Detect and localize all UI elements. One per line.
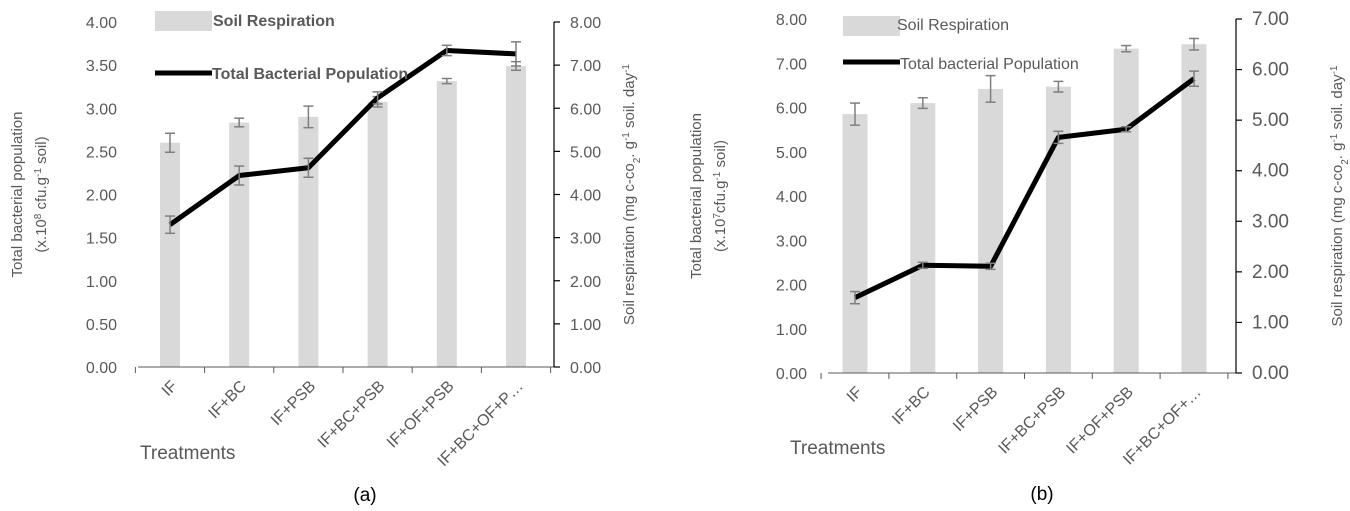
x-tick-label: IF: [159, 378, 181, 400]
chart-panel-b: 0.00 1.00 2.00 3.00 4.00 5.00 6.00 7.00 8.00 0.00…: [688, 9, 1350, 505]
bar-if-bc: [229, 122, 250, 367]
y-right-tick-label: 4.00: [1252, 161, 1289, 182]
y-left-title-line1: Total bacterial population: [9, 112, 26, 278]
x-tick-label: IF+PSB: [268, 378, 319, 429]
line-total-bacterial-population: [853, 76, 1196, 300]
bar-if-bc-of-psb: [1181, 44, 1207, 373]
x-axis-title: Treatments: [140, 443, 235, 464]
bar-if-psb: [978, 88, 1004, 373]
panel-label: (a): [353, 485, 376, 506]
y-left-tick-label: 2.00: [776, 278, 807, 295]
x-tick-label: IF+BC+PSB: [996, 384, 1070, 458]
y-right-tick-label: 7.00: [570, 58, 601, 75]
bar-if-of-psb: [1113, 48, 1139, 374]
legend-bar-swatch: [843, 16, 900, 36]
y-right-tick-label: 2.00: [570, 274, 601, 291]
bar-if-psb: [298, 116, 319, 367]
y-left-tick-label: 1.00: [86, 274, 117, 291]
y-left-title-line2: (x.107cfu.g-1 soil): [712, 140, 730, 252]
y-left-tick-label: 3.00: [776, 233, 807, 250]
bar-if-bc-psb: [1045, 86, 1071, 373]
y-left-title-line2: (x.108 cfu.g-1 soil): [33, 136, 51, 252]
y-left-tick-label: 4.00: [776, 189, 807, 206]
legend-line-label: Total bacterial Population: [900, 56, 1079, 73]
legend-bar-label: Soil Respiration: [213, 13, 335, 30]
y-left-tick-label: 7.00: [776, 56, 807, 73]
y-left-tick-label: 3.50: [86, 58, 117, 75]
panel-label: (b): [1030, 484, 1053, 505]
y-left-tick-label: 0.00: [776, 366, 807, 383]
x-tick-label: IF: [844, 384, 866, 406]
y-right-tick-label: 0.00: [1252, 363, 1289, 384]
legend-bar-label: Soil Respiration: [897, 17, 1009, 34]
chart-panel-a: 0.00 0.50 1.00 1.50 2.00 2.50 3.00 3.50 4.00 0.00…: [9, 11, 643, 506]
y-left-tick-label: 5.00: [776, 145, 807, 162]
y-right-tick-label: 3.00: [570, 231, 601, 248]
y-right-tick-label: 1.00: [570, 317, 601, 334]
y-left-tick-label: 8.00: [776, 12, 807, 29]
x-tick-label: IF+BC: [889, 384, 933, 428]
x-tick-label: IF+BC+PSB: [315, 378, 389, 452]
y-right-tick-label: 4.00: [570, 188, 601, 205]
legend-bar-swatch: [155, 11, 212, 31]
y-left-tick-label: 0.00: [86, 360, 117, 377]
y-left-tick-label: 6.00: [776, 101, 807, 118]
y-left-tick-label: 3.00: [86, 101, 117, 118]
y-left-tick-label: 4.00: [86, 15, 117, 32]
y-right-tick-label: 3.00: [1252, 211, 1289, 232]
x-axis-title: Treatments: [790, 438, 885, 459]
bar-if-of-psb: [436, 81, 457, 368]
y-right-tick-label: 0.00: [570, 360, 601, 377]
x-tick-label: IF+PSB: [950, 384, 1001, 435]
bar-if-bc-psb: [367, 101, 388, 367]
line-total-bacterial-population: [168, 47, 517, 227]
legend-line-label: Total Bacterial Population: [212, 66, 408, 83]
y-right-title: Soil respiration (mg c-co2. g-1 soil. da…: [1329, 65, 1350, 326]
bar-if: [842, 114, 868, 373]
y-left-tick-label: 0.50: [86, 317, 117, 334]
y-right-tick-label: 8.00: [570, 15, 601, 32]
bar-if-bc-of-psb: [506, 65, 526, 368]
bar-if-bc: [910, 103, 936, 373]
y-left-tick-label: 1.00: [776, 322, 807, 339]
x-tick-label: IF+OF+PSB: [384, 378, 458, 452]
y-right-tick-label: 5.00: [1252, 110, 1289, 131]
y-left-tick-label: 2.50: [86, 144, 117, 161]
y-right-title: Soil respiration (mg c-co2. g-1 soil. da…: [621, 64, 643, 325]
y-right-tick-label: 7.00: [1252, 9, 1289, 30]
y-right-tick-label: 1.00: [1252, 312, 1289, 333]
y-right-tick-label: 6.00: [1252, 60, 1289, 81]
y-right-tick-label: 6.00: [570, 101, 601, 118]
y-right-tick-label: 2.00: [1252, 262, 1289, 283]
y-left-tick-label: 2.00: [86, 188, 117, 205]
bar-if: [160, 142, 180, 367]
y-right-tick-label: 5.00: [570, 144, 601, 161]
x-tick-label: IF+OF+PSB: [1063, 384, 1137, 458]
y-left-title-line1: Total bacterial population: [688, 113, 705, 279]
y-left-tick-label: 1.50: [86, 231, 117, 248]
x-tick-label: IF+BC: [206, 378, 250, 422]
